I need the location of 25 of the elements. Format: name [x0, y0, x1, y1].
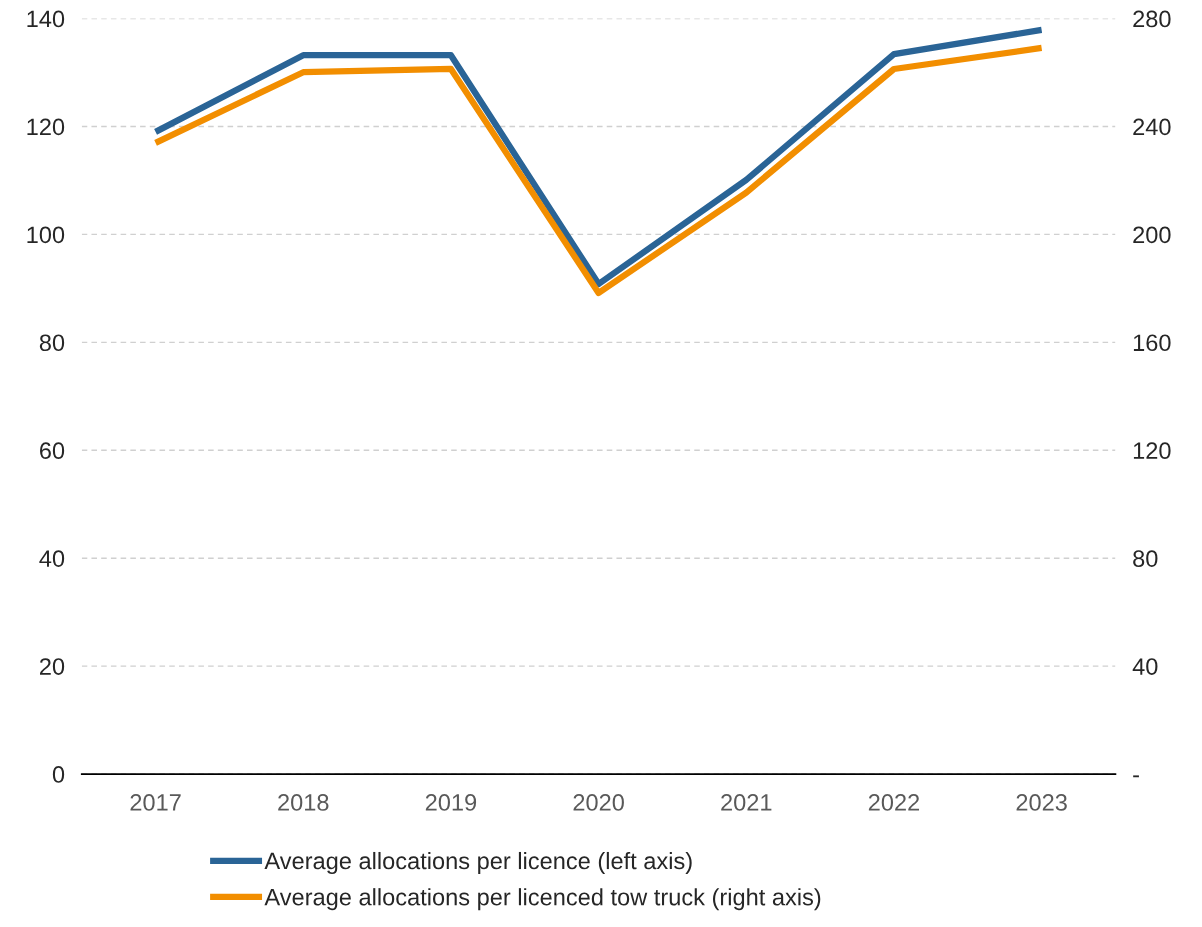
y-tick-label: 40	[39, 550, 65, 567]
legend-label: Average allocations per licenced tow truck (right axis)	[264, 888, 821, 911]
legend-label: Average allocations per licence (left axis)	[264, 851, 692, 874]
x-tick-label: 2021	[721, 794, 772, 811]
y2-tick-label: 120	[1133, 442, 1171, 460]
y2-tick-label: 200	[1133, 226, 1171, 244]
y-tick-label: 80	[39, 334, 65, 352]
y2-tick-label: 40	[1132, 658, 1158, 675]
x-tick-label: 2017	[130, 794, 181, 811]
y-tick-label: 140	[27, 10, 65, 28]
y-tick-label: 120	[27, 118, 65, 136]
y-tick-label: 0	[52, 766, 65, 783]
x-tick-label: 2020	[573, 794, 624, 811]
y2-tick-label: -	[1133, 775, 1139, 778]
y2-tick-label: 240	[1133, 118, 1171, 136]
x-tick-label: 2023	[1016, 794, 1067, 811]
y-tick-label: 60	[40, 442, 65, 460]
y-tick-label: 20	[40, 658, 65, 675]
x-tick-label: 2019	[425, 794, 477, 811]
y2-tick-label: 280	[1133, 10, 1171, 28]
y2-tick-label: 160	[1133, 334, 1171, 352]
y-tick-label: 100	[27, 226, 65, 244]
y2-tick-label: 80	[1133, 550, 1158, 567]
x-tick-label: 2022	[868, 794, 920, 811]
x-tick-label: 2018	[278, 794, 329, 811]
